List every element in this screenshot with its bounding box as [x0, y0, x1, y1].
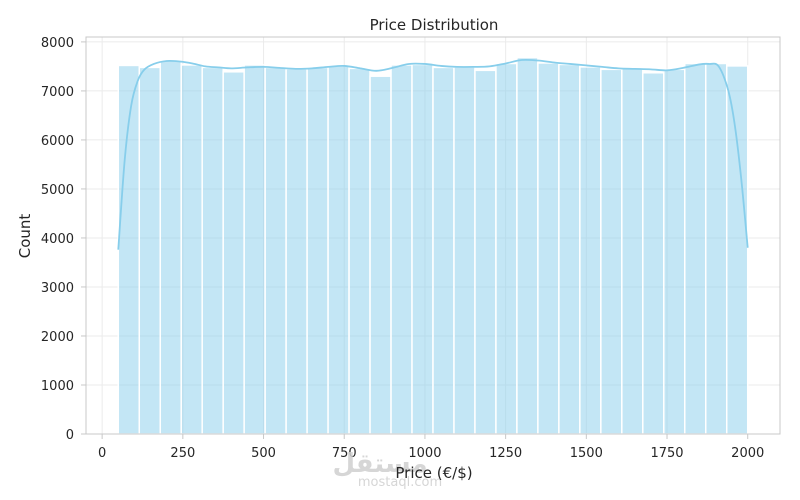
x-tick-label: 750 [332, 446, 357, 461]
y-tick-label: 5000 [41, 183, 74, 198]
x-tick-label: 2000 [731, 446, 764, 461]
x-tick-label: 1000 [408, 446, 441, 461]
y-axis-label: Count [16, 214, 34, 259]
histogram-bar-16 [432, 66, 455, 435]
watermark: مستقل mostaql.com [332, 449, 442, 490]
histogram-bar-14 [390, 64, 413, 435]
y-axis-ticks: 0 1000 2000 3000 4000 5000 6000 7000 8000 [41, 36, 86, 443]
histogram-bar-11 [327, 65, 350, 435]
y-tick-label: 2000 [41, 330, 74, 345]
histogram-bar-26 [642, 72, 665, 435]
y-tick-label: 8000 [41, 36, 74, 51]
histogram-bar-23 [579, 66, 602, 435]
y-tick-label: 4000 [41, 232, 74, 247]
kde-curve [117, 58, 749, 250]
x-tick-label: 1750 [650, 446, 683, 461]
histogram-bar-18 [474, 69, 497, 435]
x-axis-ticks: 0 250 500 750 1000 1250 1500 1750 2000 [98, 434, 764, 461]
histogram-bar-9 [285, 68, 308, 435]
histogram-bar-3 [159, 59, 182, 435]
x-tick-label: 250 [170, 446, 195, 461]
histogram-bar-24 [600, 68, 623, 435]
y-tick-label: 6000 [41, 134, 74, 149]
histogram-bars [117, 56, 749, 435]
histogram-bar-20 [516, 56, 539, 435]
histogram-bar-7 [243, 64, 266, 435]
plot-frame [85, 36, 781, 435]
x-tick-label: 1250 [489, 446, 522, 461]
x-tick-label: 0 [98, 446, 106, 461]
watermark-logo: مستقل [332, 449, 427, 479]
histogram-bar-2 [138, 66, 161, 435]
histogram-bar-6 [222, 71, 245, 435]
histogram-bar-27 [663, 68, 686, 435]
y-tick-label: 1000 [41, 379, 74, 394]
histogram-bar-5 [201, 66, 224, 435]
histogram-bar-15 [411, 63, 434, 435]
watermark-site: mostaql.com [358, 475, 442, 490]
histogram-bar-8 [264, 66, 287, 435]
histogram-bar-22 [558, 63, 581, 435]
histogram-bar-19 [495, 62, 518, 435]
histogram-bar-30 [725, 65, 749, 435]
kde-line [117, 58, 749, 250]
histogram-bar-17 [453, 66, 476, 435]
y-tick-label: 7000 [41, 85, 74, 100]
histogram-bar-13 [369, 75, 392, 435]
histogram-bar-29 [705, 62, 728, 435]
y-tick-label: 0 [66, 428, 74, 443]
histogram-bar-12 [348, 67, 371, 435]
histogram-bar-4 [180, 64, 203, 435]
x-axis-label: Price (€/$) [395, 464, 472, 482]
histogram-bar-21 [537, 62, 560, 435]
histogram-bar-25 [621, 67, 644, 435]
histogram-bar-10 [306, 66, 329, 435]
histogram-bar-28 [684, 62, 707, 435]
x-tick-label: 500 [251, 446, 276, 461]
chart-title: Price Distribution [370, 16, 499, 34]
y-tick-label: 3000 [41, 281, 74, 296]
x-tick-label: 1500 [570, 446, 603, 461]
